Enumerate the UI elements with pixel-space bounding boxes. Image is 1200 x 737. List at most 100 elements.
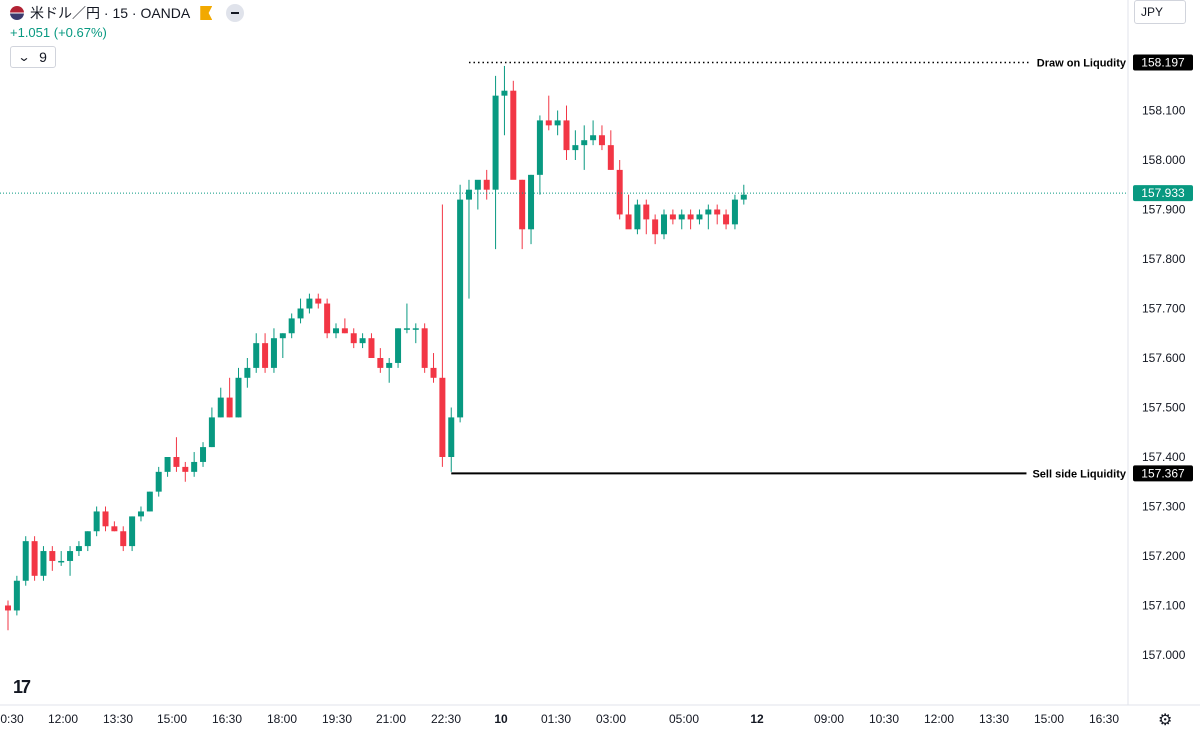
candle [173,437,180,472]
candle-body [661,214,668,235]
candle [111,521,118,532]
candle [129,516,136,552]
candle-body [120,531,127,547]
candle-body [75,546,82,552]
candle-body [705,209,712,215]
candle-body [510,90,517,180]
symbol-title[interactable]: 米ドル／円 · 15 · OANDA [30,5,191,21]
candle [315,293,322,309]
price-tick-label: 157.000 [1142,648,1186,662]
indicators-toggle-button[interactable]: ⌄ 9 [10,46,56,68]
chevron-down-icon: ⌄ [17,50,31,64]
time-tick-label: 16:30 [212,712,242,726]
currency-selector[interactable]: JPY [1134,0,1186,24]
candle [40,546,47,581]
gear-icon[interactable]: ⚙ [1158,712,1173,729]
candle [465,179,472,299]
candle [102,506,109,532]
candle-body [182,466,189,472]
candle [253,333,260,373]
candle [341,318,348,334]
time-tick-label: 21:00 [376,712,406,726]
candle [545,95,552,131]
candle [669,209,676,225]
candle-body [696,214,703,220]
candle [368,333,375,358]
candle-body [164,457,171,472]
candle [501,65,508,136]
candle-body [111,526,118,532]
time-tick-label: 13:30 [103,712,133,726]
candle [554,110,561,136]
candle [262,333,269,373]
candle-body [643,204,650,220]
price-tick-label: 157.600 [1142,351,1186,365]
candle [146,491,153,512]
candle-body [5,605,11,611]
candle [528,174,535,245]
candle [572,130,579,160]
candle-body [146,491,153,512]
candle [226,377,233,418]
candle [164,457,171,477]
price-change: +1.051 (+0.67%) [10,25,107,40]
current-price-label: 157.933 [1141,186,1185,200]
candle [403,303,410,334]
candle [483,169,490,200]
annotations: 157.933 Draw on Liqudity 158.197 Sell side … [0,54,1193,482]
candle [279,333,286,358]
candle-body [359,338,366,344]
symbol-header: 米ドル／円 · 15 · OANDA [10,3,245,23]
candle [510,80,517,180]
candle-body [528,174,535,230]
tradingview-logo[interactable]: 17 [13,677,31,697]
minus-icon[interactable] [226,4,245,22]
candle-body [288,318,295,334]
candle-body [731,199,738,225]
candle [137,506,144,522]
time-tick-label: 12:00 [924,712,954,726]
candle-body [483,179,490,190]
candle-body [333,328,340,334]
current-price-badge [1133,185,1193,202]
draw-on-liquidity-label: Draw on Liqudity [1037,57,1127,69]
candle [13,575,20,616]
candle [598,125,605,151]
candle-body [474,179,481,190]
time-axis[interactable]: 0:30 12:00 13:30 15:00 16:30 18:00 19:30 21:00 2… [0,712,1119,726]
time-tick-label: 12:00 [48,712,78,726]
candle [616,160,623,220]
price-axis[interactable]: 157.000 157.100 157.200 157.300 157.400 157.5… [1142,104,1186,663]
candle-body [368,338,375,358]
flag-icon[interactable] [200,6,213,20]
candle-body [58,560,65,563]
candle-body [244,367,251,378]
candle [22,536,29,586]
candle [217,387,224,418]
price-tick-label: 157.100 [1142,599,1186,613]
price-tick-label: 157.400 [1142,450,1186,464]
candle [563,105,570,160]
candle [714,204,721,225]
candle [643,199,650,235]
candle [412,323,419,344]
sell-side-liquidity-price-badge [1133,465,1193,482]
time-tick-label: 05:00 [669,712,699,726]
candle-body [536,120,543,175]
candle-body [545,120,552,126]
candle-body [652,219,659,235]
candle [652,214,659,245]
candle-body [102,511,109,527]
candle [492,75,499,250]
candle-body [22,541,29,581]
candle-body [155,471,162,492]
candle-body [554,120,561,126]
candle [84,531,91,552]
candle-body [714,209,721,215]
candle-body [634,204,641,230]
candle-body [129,516,136,547]
candle [244,358,251,388]
candle [590,120,597,146]
candle [270,328,277,373]
